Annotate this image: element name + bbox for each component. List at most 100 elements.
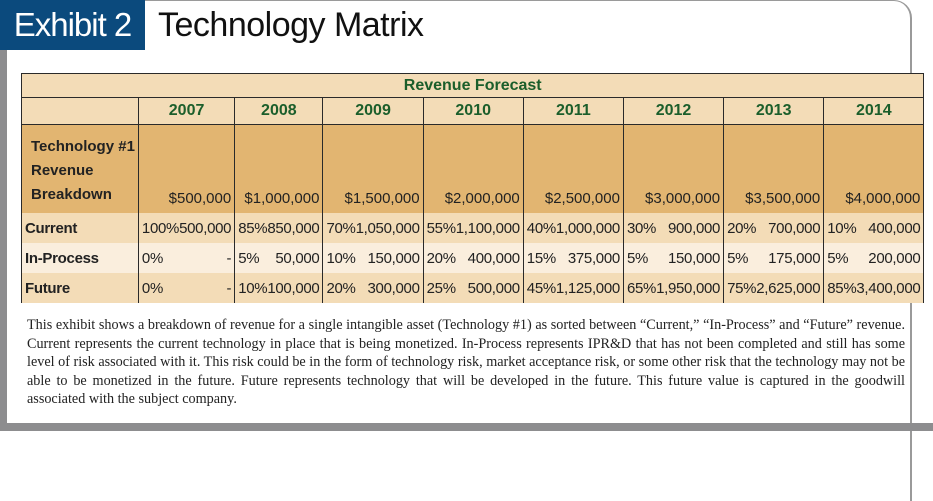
breakdown-cell: 75% 2,625,000 [723, 273, 825, 303]
percent: 0% [141, 279, 164, 297]
amount: 150,000 [367, 249, 420, 267]
amount: 1,000,000 [555, 219, 620, 237]
total-revenue-cell: $500,000 [137, 124, 236, 213]
percent: 30% [626, 219, 657, 237]
breakdown-cell: 100% 500,000 [137, 213, 236, 243]
breakdown-cell: 70% 1,050,000 [322, 213, 424, 243]
percent: 100% [141, 219, 180, 237]
percent: 85% [238, 219, 268, 237]
table-row: Future 0% -10% 100,000 20% 300,000 25% 500,000 4… [21, 273, 925, 303]
breakdown-cell: 85% 850,000 [234, 213, 324, 243]
breakdown-cell: 65% 1,950,000 [622, 273, 725, 303]
total-label-line: Breakdown [31, 186, 112, 203]
amount: 3,400,000 [856, 279, 921, 297]
year-header: 2008 [234, 97, 324, 125]
percent: 10% [827, 219, 857, 237]
total-row-label: Technology #1 Revenue Breakdown [21, 124, 139, 213]
year-header: 2010 [422, 97, 524, 125]
year-header: 2012 [622, 97, 725, 125]
percent: 5% [626, 249, 649, 267]
total-revenue-cell: $2,500,000 [522, 124, 624, 213]
total-revenue-cell: $1,500,000 [322, 124, 424, 213]
amount: 400,000 [868, 219, 921, 237]
breakdown-cell: 40% 1,000,000 [522, 213, 624, 243]
amount: 1,100,000 [455, 219, 520, 237]
frame-bottom-bar [0, 423, 933, 431]
row-label: Current [21, 213, 139, 243]
breakdown-cell: 10% 100,000 [234, 273, 324, 303]
frame-left-bar [0, 50, 7, 431]
breakdown-cell: 0% - [137, 243, 236, 273]
exhibit-badge: Exhibit 2 [0, 0, 145, 50]
percent: 55% [426, 219, 456, 237]
breakdown-cell: 20% 300,000 [322, 273, 424, 303]
amount: 100,000 [267, 279, 320, 297]
table-row: In-Process 0% -5% 50,000 10% 150,000 20% 400,00… [21, 243, 925, 273]
amount: 400,000 [467, 249, 520, 267]
percent: 20% [326, 279, 356, 297]
total-revenue-cell: $2,000,000 [422, 124, 524, 213]
amount: 1,050,000 [355, 219, 420, 237]
amount: - [226, 279, 232, 297]
percent: 0% [141, 249, 164, 267]
row-label: In-Process [21, 243, 139, 273]
percent: 85% [827, 279, 857, 297]
breakdown-cell: 85% 3,400,000 [823, 273, 925, 303]
total-label-line: Revenue [31, 162, 94, 179]
year-header: 2011 [522, 97, 624, 125]
year-header-blank [21, 97, 139, 125]
percent: 10% [238, 279, 268, 297]
percent: 5% [827, 249, 849, 267]
row-label: Future [21, 273, 139, 303]
percent: 15% [526, 249, 556, 267]
breakdown-cell: 20% 400,000 [422, 243, 524, 273]
total-label-line: Technology #1 [31, 138, 135, 155]
amount: 850,000 [267, 219, 320, 237]
breakdown-cell: 5% 150,000 [622, 243, 725, 273]
year-header: 2014 [823, 97, 925, 125]
amount: 1,125,000 [555, 279, 620, 297]
total-revenue-cell: $1,000,000 [234, 124, 324, 213]
percent: 5% [238, 249, 260, 267]
percent: 45% [526, 279, 556, 297]
amount: 500,000 [179, 219, 232, 237]
breakdown-cell: 5% 200,000 [823, 243, 925, 273]
breakdown-cell: 20% 700,000 [723, 213, 825, 243]
percent: 75% [727, 279, 757, 297]
amount: 200,000 [868, 249, 921, 267]
total-revenue-cell: $4,000,000 [823, 124, 925, 213]
amount: 900,000 [667, 219, 721, 237]
table-row: Current 100% 500,000 85% 850,000 70% 1,050,000… [21, 213, 925, 243]
breakdown-cell: 30% 900,000 [622, 213, 725, 243]
total-revenue-cell: $3,500,000 [723, 124, 825, 213]
breakdown-cell: 45% 1,125,000 [522, 273, 624, 303]
breakdown-cell: 0% - [137, 273, 236, 303]
percent: 20% [426, 249, 456, 267]
percent: 5% [727, 249, 749, 267]
percent: 10% [326, 249, 356, 267]
amount: 50,000 [275, 249, 320, 267]
total-revenue-cell: $3,000,000 [622, 124, 725, 213]
breakdown-cell: 10% 150,000 [322, 243, 424, 273]
breakdown-cell: 25% 500,000 [422, 273, 524, 303]
amount: 375,000 [567, 249, 620, 267]
breakdown-cell: 5% 50,000 [234, 243, 324, 273]
year-header: 2009 [322, 97, 424, 125]
year-header: 2013 [723, 97, 825, 125]
percent: 25% [426, 279, 456, 297]
percent: 20% [727, 219, 757, 237]
exhibit-title: Technology Matrix [158, 6, 424, 44]
table-title: Revenue Forecast [20, 73, 925, 98]
year-header: 2007 [137, 97, 236, 125]
exhibit-description: This exhibit shows a breakdown of revenu… [27, 317, 905, 408]
percent: 65% [626, 279, 657, 297]
amount: - [226, 249, 232, 267]
amount: 150,000 [667, 249, 721, 267]
revenue-forecast-table: Revenue Forecast 2007 2008 2009 2010 2011 201… [20, 73, 925, 303]
amount: 500,000 [467, 279, 520, 297]
amount: 700,000 [768, 219, 821, 237]
breakdown-cell: 5% 175,000 [723, 243, 825, 273]
amount: 1,950,000 [656, 279, 721, 297]
amount: 175,000 [768, 249, 821, 267]
percent: 40% [526, 219, 556, 237]
